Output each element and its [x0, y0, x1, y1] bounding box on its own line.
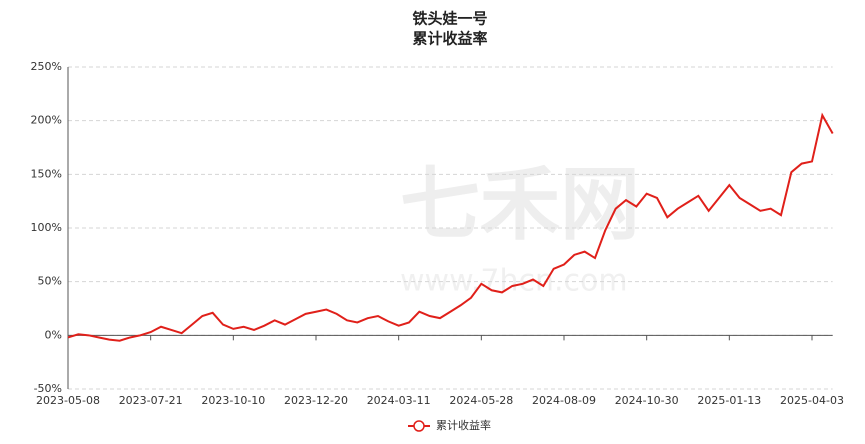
x-tick-label: 2024-10-30 — [615, 394, 679, 407]
legend-label: 累计收益率 — [436, 418, 491, 432]
watermark-url: www.7hcn.com — [400, 264, 628, 299]
x-tick-label: 2023-05-08 — [36, 394, 100, 407]
watermark: 七禾网 — [400, 158, 640, 251]
y-tick-label: 250% — [31, 60, 62, 73]
chart-title: 铁头娃一号 — [412, 10, 487, 28]
y-tick-label: 150% — [31, 167, 62, 180]
y-tick-label: 100% — [31, 221, 62, 234]
x-tick-label: 2023-12-20 — [284, 394, 348, 407]
data-line — [67, 112, 834, 342]
y-tick-label: 0% — [45, 328, 62, 341]
chart-subtitle: 累计收益率 — [412, 30, 487, 48]
y-tick-label: 200% — [31, 114, 62, 127]
x-tick-label: 2025-01-13 — [697, 394, 761, 407]
x-tick-label: 2023-07-21 — [119, 394, 183, 407]
x-tick-label: 2024-03-11 — [367, 394, 431, 407]
x-tick-label: 2023-10-10 — [201, 394, 265, 407]
x-tick-label: 2024-05-28 — [449, 394, 513, 407]
x-tick-label: 2025-04-03 — [780, 394, 844, 407]
y-tick-label: -50% — [34, 382, 62, 395]
legend-marker — [413, 420, 425, 432]
x-tick-label: 2024-08-09 — [532, 394, 596, 407]
y-tick-label: 50% — [38, 275, 62, 288]
